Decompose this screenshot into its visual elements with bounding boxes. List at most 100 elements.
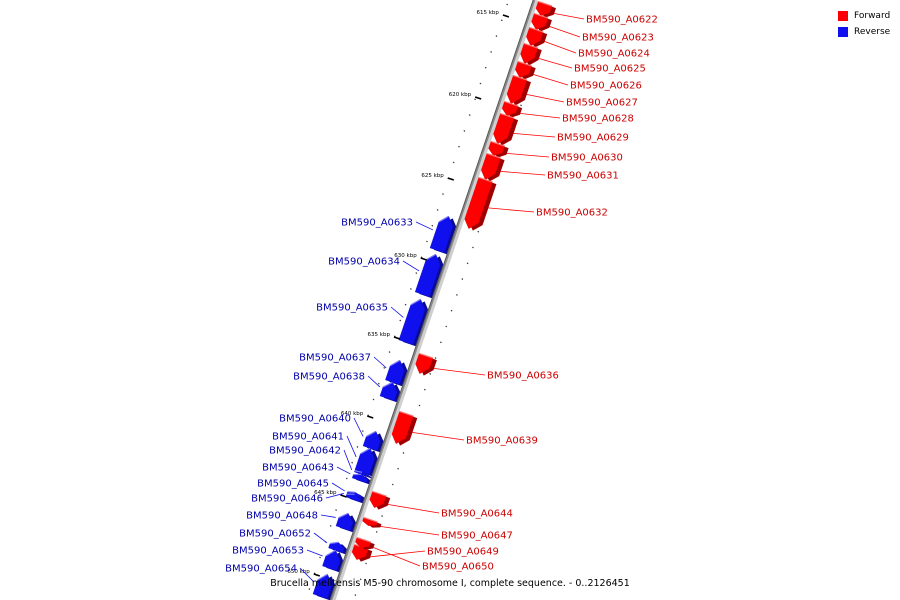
gene-arrow-bevel bbox=[528, 26, 544, 33]
minor-tick bbox=[472, 246, 474, 249]
gene-arrow-bevel bbox=[371, 490, 387, 497]
gene-BM590_A0623 bbox=[530, 12, 552, 32]
gene-BM590_A0654 bbox=[312, 573, 336, 600]
gene-BM590_A0646 bbox=[345, 493, 365, 504]
minor-tick bbox=[354, 594, 357, 597]
gene-label: BM590_A0622 bbox=[586, 15, 658, 26]
minor-tick bbox=[399, 319, 402, 322]
gene-leader bbox=[526, 93, 565, 103]
gene-leader bbox=[387, 503, 440, 514]
gene-label: BM590_A0646 bbox=[251, 494, 323, 505]
gene-BM590_A0644 bbox=[369, 490, 391, 510]
backbone-edge bbox=[329, 0, 534, 600]
minor-tick bbox=[426, 240, 428, 243]
gene-BM590_A0622 bbox=[535, 0, 556, 18]
sequence-backbone bbox=[329, 0, 539, 600]
gene-arrow bbox=[335, 513, 354, 531]
gene-arrow-bevel bbox=[537, 0, 553, 7]
minor-tick bbox=[500, 19, 503, 22]
gene-labels: BM590_A0622 BM590_A0623 BM590_A0624 BM590_A… bbox=[225, 12, 658, 583]
gene-BM590_A0625 bbox=[519, 42, 542, 66]
gene-BM590_A0630 bbox=[487, 140, 509, 158]
gene-BM590_A0647 bbox=[361, 516, 382, 528]
gene-label: BM590_A0634 bbox=[328, 257, 400, 268]
minor-tick bbox=[356, 445, 359, 448]
gene-label: BM590_A0640 bbox=[279, 414, 351, 425]
gene-label: BM590_A0631 bbox=[547, 171, 619, 182]
gene-BM590_A0628 bbox=[501, 100, 523, 118]
gene-label: BM590_A0624 bbox=[578, 49, 650, 60]
gene-leader bbox=[373, 356, 387, 369]
minor-tick bbox=[461, 278, 464, 281]
gene-leader bbox=[538, 57, 573, 69]
minor-tick bbox=[466, 262, 469, 265]
minor-tick bbox=[474, 98, 476, 101]
gene-label: BM590_A0638 bbox=[293, 372, 365, 383]
gene-leader bbox=[513, 132, 556, 138]
gene-label: BM590_A0648 bbox=[246, 511, 318, 522]
major-tick bbox=[367, 415, 374, 419]
minor-tick bbox=[402, 451, 405, 454]
gene-BM590_A0631 bbox=[480, 152, 505, 182]
gene-arrow-bevel bbox=[410, 298, 421, 306]
gene-label: BM590_A0623 bbox=[582, 33, 654, 44]
minor-tick bbox=[351, 461, 354, 464]
minor-tick bbox=[434, 357, 437, 360]
gene-leader bbox=[415, 221, 434, 231]
gene-leader bbox=[533, 73, 569, 86]
minor-tick bbox=[319, 556, 321, 559]
gene-arrow-bevel bbox=[438, 215, 449, 223]
minor-tick bbox=[345, 477, 348, 480]
minor-tick bbox=[423, 388, 426, 391]
gene-leader bbox=[331, 482, 345, 492]
gene-label: BM590_A0632 bbox=[536, 208, 608, 219]
gene-arrow-bevel bbox=[338, 512, 349, 519]
gene-BM590_A0653 bbox=[322, 549, 345, 573]
gene-label: BM590_A0642 bbox=[269, 446, 341, 457]
minor-tick bbox=[308, 588, 311, 591]
minor-tick bbox=[397, 467, 400, 470]
minor-tick bbox=[335, 509, 338, 512]
minor-tick bbox=[372, 398, 375, 401]
gene-arrow-bevel bbox=[490, 140, 505, 147]
gene-label: BM590_A0653 bbox=[232, 546, 304, 557]
major-tick bbox=[474, 96, 482, 100]
gene-arrow-bevel bbox=[354, 470, 363, 473]
minor-tick bbox=[439, 341, 442, 344]
gene-BM590_A0634 bbox=[414, 253, 445, 299]
minor-tick bbox=[365, 562, 367, 565]
backbone-shadow bbox=[330, 0, 539, 600]
tick-label: 630 kbp bbox=[394, 253, 417, 259]
gene-arrow-bevel bbox=[325, 549, 336, 557]
gene-BM590_A0637 bbox=[385, 359, 409, 387]
gene-arrow-bevel bbox=[523, 42, 538, 49]
gene-arrow-bevel bbox=[365, 430, 377, 438]
gene-leader bbox=[390, 306, 404, 318]
gene-leader bbox=[306, 549, 323, 557]
minor-tick bbox=[415, 272, 418, 275]
minor-tick bbox=[361, 430, 364, 433]
tick-label: 650 kbp bbox=[287, 569, 310, 575]
gene-arrow-bevel bbox=[478, 176, 493, 183]
gene-BM590_A0638 bbox=[379, 381, 402, 403]
gene-label: BM590_A0635 bbox=[316, 303, 388, 314]
legend-forward-label: Forward bbox=[854, 10, 891, 21]
gene-label: BM590_A0641 bbox=[272, 432, 344, 443]
gene-label: BM590_A0636 bbox=[487, 371, 559, 382]
gene-BM590_A0652 bbox=[328, 541, 349, 555]
gene-label: BM590_A0625 bbox=[574, 64, 646, 75]
minor-tick bbox=[479, 82, 482, 85]
minor-tick bbox=[468, 114, 471, 117]
gene-leader bbox=[346, 435, 357, 458]
gene-leader bbox=[320, 514, 336, 518]
gene-BM590_A0648 bbox=[335, 512, 358, 533]
gene-leader bbox=[506, 152, 550, 158]
minor-tick bbox=[463, 129, 466, 132]
gene-arrow-bevel bbox=[360, 447, 371, 455]
gene-leader bbox=[544, 40, 577, 54]
gene-BM590_A0635 bbox=[398, 298, 429, 347]
gene-arrow-bevel bbox=[512, 74, 528, 81]
gene-leader bbox=[372, 546, 421, 567]
gene-label: BM590_A0647 bbox=[441, 531, 513, 542]
